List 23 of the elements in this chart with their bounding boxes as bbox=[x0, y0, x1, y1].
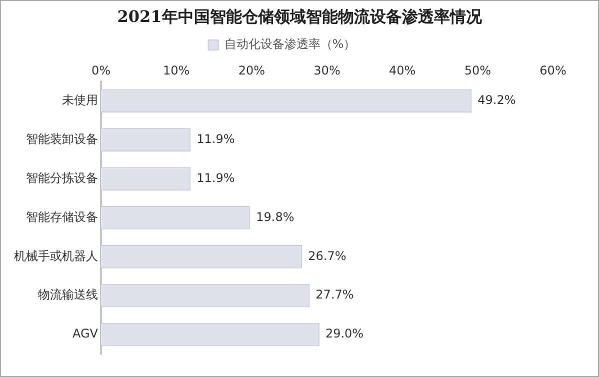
data-label: 49.2% bbox=[478, 92, 516, 107]
y-tick-label: 机械手或机器人 bbox=[14, 248, 98, 263]
x-tick-label: 30% bbox=[314, 63, 340, 78]
chart-title: 2021年中国智能仓储领域智能物流设备渗透率情况 bbox=[116, 7, 483, 28]
x-tick-label: 40% bbox=[388, 63, 416, 78]
y-tick-label: 智能装卸设备 bbox=[26, 132, 98, 146]
y-tick-label: 未使用 bbox=[62, 92, 98, 107]
y-tick-label: AGV bbox=[72, 326, 99, 341]
data-label: 27.7% bbox=[316, 288, 354, 302]
y-tick-label: 智能存储设备 bbox=[26, 210, 98, 224]
x-tick-label: 0% bbox=[91, 63, 111, 78]
x-tick-label: 10% bbox=[162, 63, 190, 78]
data-label: 11.9% bbox=[196, 132, 235, 146]
y-tick-label: 智能分拣设备 bbox=[26, 170, 98, 185]
data-label: 11.9% bbox=[196, 170, 235, 185]
data-label: 19.8% bbox=[256, 210, 294, 224]
y-tick-label: 物流输送线 bbox=[38, 288, 98, 302]
x-tick-label: 20% bbox=[238, 63, 266, 78]
x-tick-label: 50% bbox=[464, 63, 492, 78]
data-label: 26.7% bbox=[308, 248, 346, 263]
data-label: 29.0% bbox=[325, 326, 364, 341]
legend-label: 自动化设备渗透率（%） bbox=[224, 37, 356, 52]
x-tick-label: 60% bbox=[540, 63, 566, 78]
